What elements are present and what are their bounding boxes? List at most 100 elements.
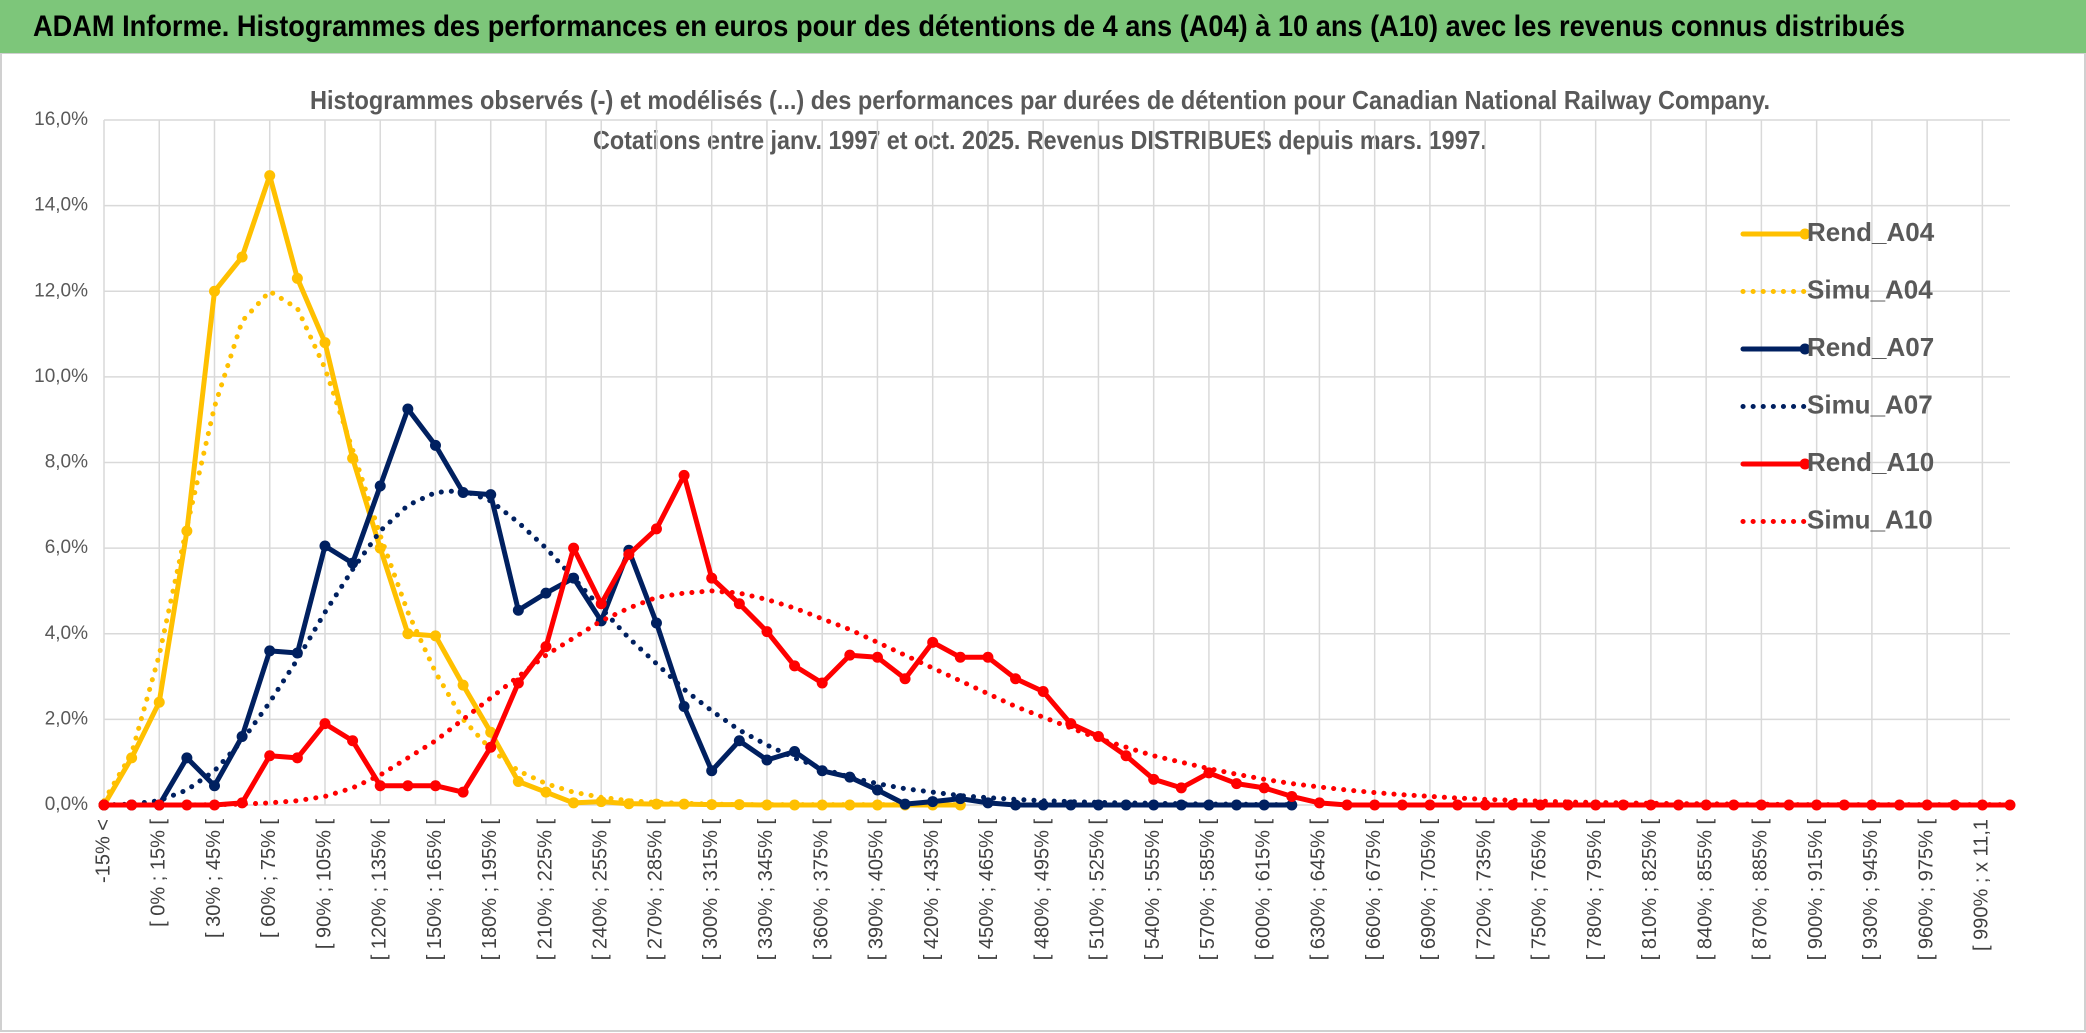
- x-tick-label: [ 600% ; 615% [: [1252, 819, 1274, 961]
- point: [457, 786, 469, 798]
- point: [1341, 799, 1353, 811]
- x-tick-label: [ 840% ; 855% [: [1694, 819, 1716, 961]
- point: [319, 718, 331, 730]
- point: [1175, 782, 1187, 794]
- x-tick-label: [ 330% ; 345% [: [755, 819, 777, 961]
- y-tick-label: 0,0%: [45, 794, 88, 815]
- point: [1010, 799, 1022, 811]
- x-tick-label: [ 60% ; 75% [: [258, 819, 280, 938]
- point: [402, 780, 414, 792]
- point: [1286, 790, 1298, 802]
- y-tick-label: 14,0%: [34, 195, 88, 216]
- point: [568, 542, 580, 554]
- legend-label: Rend_A04: [1807, 217, 1935, 247]
- point: [208, 285, 220, 297]
- point: [733, 799, 745, 811]
- x-tick-label: [ 270% ; 285% [: [645, 819, 667, 961]
- point: [1286, 799, 1298, 811]
- point: [899, 798, 911, 810]
- point: [264, 170, 276, 182]
- point: [761, 754, 773, 766]
- point: [595, 796, 607, 808]
- x-tick-label: [ 750% ; 765% [: [1529, 819, 1551, 961]
- y-tick-label: 16,0%: [34, 109, 88, 130]
- point: [871, 799, 883, 811]
- point: [789, 660, 801, 672]
- x-tick-label: [ 930% ; 945% [: [1860, 819, 1882, 961]
- point: [899, 673, 911, 685]
- point: [374, 780, 386, 792]
- point: [402, 403, 414, 415]
- point: [512, 775, 524, 787]
- point: [982, 797, 994, 809]
- point: [1838, 799, 1850, 811]
- point: [1369, 799, 1381, 811]
- x-tick-label: [ 420% ; 435% [: [921, 819, 943, 961]
- x-tick-label: [ 390% ; 405% [: [866, 819, 888, 961]
- point: [291, 752, 303, 764]
- point: [761, 626, 773, 638]
- legend-label: Simu_A04: [1807, 274, 1933, 304]
- point: [568, 797, 580, 809]
- point: [595, 598, 607, 610]
- point: [1590, 799, 1602, 811]
- point: [485, 741, 497, 753]
- point: [512, 604, 524, 616]
- y-tick-label: 10,0%: [34, 366, 88, 387]
- point: [429, 439, 441, 451]
- point: [347, 735, 359, 747]
- legend-marker: [1799, 343, 1811, 355]
- point: [1452, 799, 1464, 811]
- point: [236, 251, 248, 263]
- point: [871, 784, 883, 796]
- point: [1313, 797, 1325, 809]
- x-tick-label: [ 120% ; 135% [: [369, 819, 391, 961]
- point: [208, 780, 220, 792]
- point: [927, 796, 939, 808]
- point: [1148, 773, 1160, 785]
- point: [540, 641, 552, 653]
- series-line: [101, 288, 963, 808]
- point: [429, 630, 441, 642]
- point: [319, 540, 331, 552]
- x-tick-label: [ 540% ; 555% [: [1142, 819, 1164, 961]
- chart-subtitle: Histogrammes observés (-) et modélisés (…: [310, 85, 1770, 115]
- point: [402, 628, 414, 640]
- point: [485, 489, 497, 501]
- x-tick-label: [ 360% ; 375% [: [810, 819, 832, 961]
- x-tick-label: [ 780% ; 795% [: [1584, 819, 1606, 961]
- point: [374, 480, 386, 492]
- point: [678, 701, 690, 713]
- x-tick-label: [ 810% ; 825% [: [1639, 819, 1661, 961]
- point: [706, 765, 718, 777]
- point: [650, 523, 662, 535]
- x-tick-label: [ 510% ; 525% [: [1087, 819, 1109, 961]
- point: [1037, 686, 1049, 698]
- y-tick-label: 2,0%: [45, 708, 88, 729]
- point: [1010, 673, 1022, 685]
- x-tick-label: [ 90% ; 105% [: [313, 819, 335, 950]
- point: [1396, 799, 1408, 811]
- point: [1424, 799, 1436, 811]
- point: [733, 735, 745, 747]
- x-tick-label: [ 150% ; 165% [: [424, 819, 446, 961]
- x-tick-label: [ 690% ; 705% [: [1418, 819, 1440, 961]
- point: [1479, 799, 1491, 811]
- legend-label: Rend_A07: [1807, 332, 1934, 362]
- point: [650, 617, 662, 629]
- point: [540, 587, 552, 599]
- x-tick-label: [ 0% ; 15% [: [148, 819, 170, 927]
- point: [1120, 750, 1132, 762]
- point: [623, 549, 635, 561]
- point: [871, 651, 883, 663]
- y-tick-label: 8,0%: [45, 452, 88, 473]
- x-tick-label: [ 960% ; 975% [: [1915, 819, 1937, 961]
- point: [264, 750, 276, 762]
- point: [181, 752, 193, 764]
- point: [319, 337, 331, 349]
- x-tick-label: [ 180% ; 195% [: [479, 819, 501, 961]
- point: [844, 649, 856, 661]
- point: [816, 677, 828, 689]
- x-tick-label: [ 870% ; 885% [: [1750, 819, 1772, 961]
